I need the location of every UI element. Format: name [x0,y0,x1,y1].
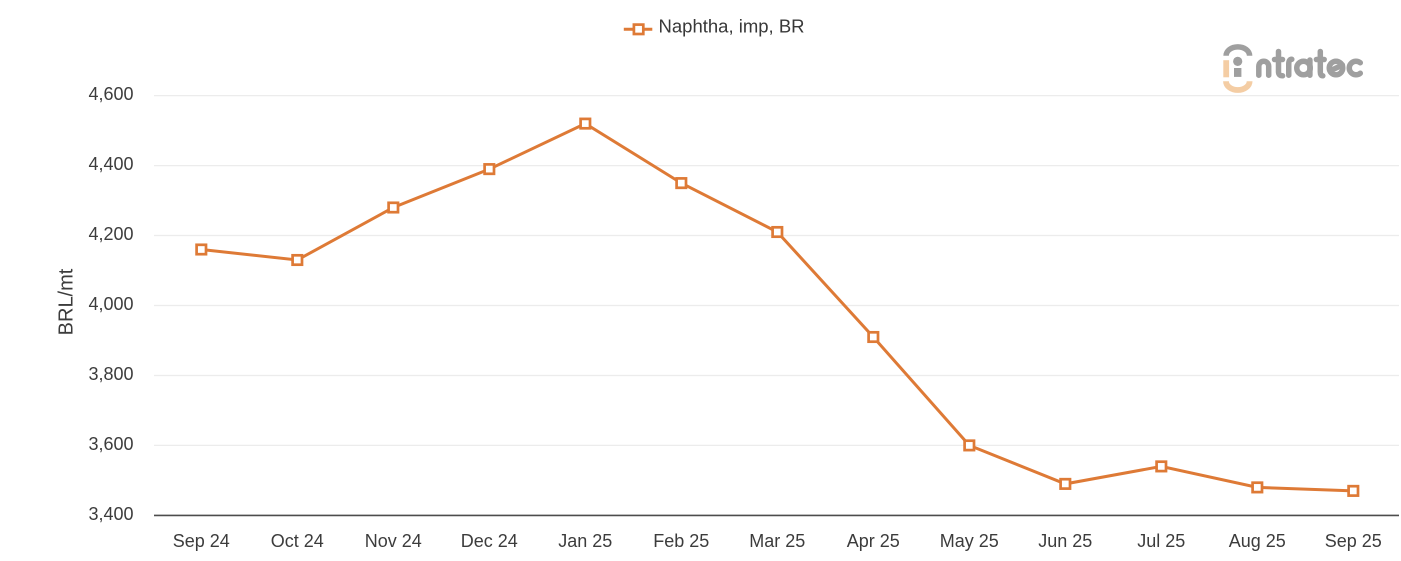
svg-text:4,200: 4,200 [88,224,133,244]
svg-text:Apr 25: Apr 25 [847,531,900,551]
svg-text:Naphtha, imp, BR: Naphtha, imp, BR [659,15,805,36]
svg-text:Jan 25: Jan 25 [558,531,612,551]
svg-text:Jun 25: Jun 25 [1038,531,1092,551]
svg-text:Feb 25: Feb 25 [653,531,709,551]
svg-text:Nov 24: Nov 24 [365,531,422,551]
svg-text:3,400: 3,400 [88,504,133,524]
svg-text:Aug 25: Aug 25 [1229,531,1286,551]
svg-text:4,000: 4,000 [88,294,133,314]
svg-text:Oct 24: Oct 24 [271,531,324,551]
svg-text:4,600: 4,600 [88,84,133,104]
svg-text:Sep 25: Sep 25 [1325,531,1382,551]
svg-text:3,600: 3,600 [88,434,133,454]
svg-text:Dec 24: Dec 24 [461,531,518,551]
svg-text:3,800: 3,800 [88,364,133,384]
svg-text:May 25: May 25 [940,531,999,551]
svg-text:4,400: 4,400 [88,154,133,174]
svg-text:Jul 25: Jul 25 [1137,531,1185,551]
svg-text:Mar 25: Mar 25 [749,531,805,551]
svg-text:Sep 24: Sep 24 [173,531,230,551]
svg-text:BRL/mt: BRL/mt [55,268,77,335]
